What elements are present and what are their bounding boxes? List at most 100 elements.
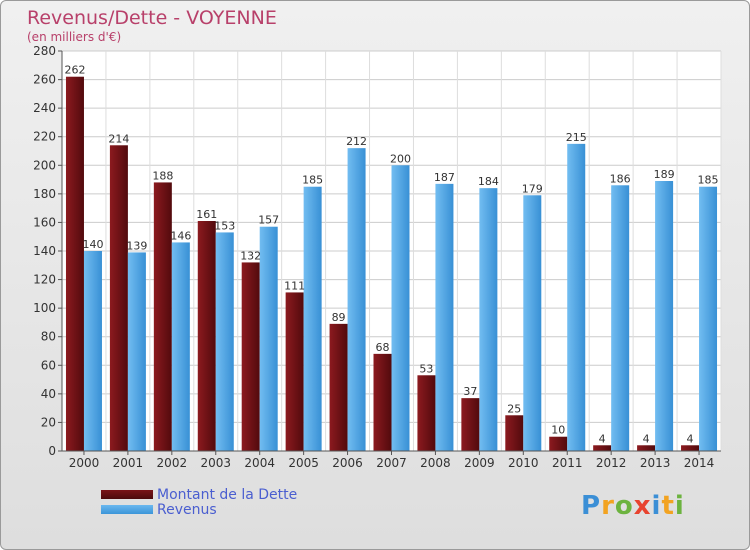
data-label-debt: 132	[240, 249, 261, 262]
bar-debt	[153, 182, 172, 451]
bar-revenue	[303, 186, 322, 451]
x-tick-label: 2010	[508, 456, 539, 470]
proxiti-logo: Proxiti	[581, 491, 685, 521]
bar-revenue	[655, 181, 674, 451]
x-tick-label: 2004	[244, 456, 275, 470]
legend-swatch-revenue	[101, 505, 153, 514]
data-label-debt: 4	[599, 432, 606, 445]
x-tick-label: 2005	[288, 456, 319, 470]
x-tick-label: 2006	[332, 456, 363, 470]
legend-swatch-debt	[101, 490, 153, 499]
bar-revenue	[127, 252, 146, 451]
bar-revenue	[523, 195, 542, 451]
x-tick-label: 2003	[200, 456, 231, 470]
data-label-debt: 10	[551, 424, 565, 437]
bar-revenue	[479, 188, 498, 451]
bar-debt	[329, 323, 348, 451]
data-label-revenue: 189	[654, 168, 675, 181]
x-tick-label: 2002	[157, 456, 188, 470]
data-label-debt: 4	[643, 432, 650, 445]
bars	[65, 76, 718, 452]
data-label-revenue: 153	[214, 219, 235, 232]
data-label-debt: 53	[419, 362, 433, 375]
data-label-revenue: 215	[566, 131, 587, 144]
bar-debt	[593, 445, 612, 451]
data-label-debt: 25	[507, 402, 521, 415]
data-label-revenue: 179	[522, 182, 543, 195]
y-tick-label: 260	[33, 73, 56, 87]
data-label-revenue: 139	[126, 239, 147, 252]
bar-debt	[373, 353, 392, 451]
data-label-debt: 37	[463, 385, 477, 398]
bar-revenue	[171, 242, 190, 451]
bar-revenue	[347, 148, 366, 451]
data-label-debt: 214	[108, 132, 129, 145]
bar-debt	[241, 262, 260, 451]
data-label-debt: 188	[152, 169, 173, 182]
data-label-debt: 161	[196, 208, 217, 221]
y-tick-label: 200	[33, 158, 56, 172]
y-tick-label: 100	[33, 301, 56, 315]
bar-debt	[65, 76, 84, 451]
x-tick-label: 2011	[552, 456, 583, 470]
y-tick-label: 280	[33, 44, 56, 58]
y-tick-label: 240	[33, 101, 56, 115]
data-label-debt: 89	[332, 311, 346, 324]
bar-debt	[637, 445, 656, 451]
y-tick-label: 20	[41, 415, 56, 429]
x-tick-label: 2012	[596, 456, 627, 470]
data-label-revenue: 157	[258, 214, 279, 227]
legend-item-revenue: Revenus	[101, 501, 297, 518]
bar-revenue	[259, 226, 278, 451]
y-tick-label: 80	[41, 330, 56, 344]
data-label-revenue: 187	[434, 171, 455, 184]
bar-revenue	[435, 183, 454, 451]
x-tick-label: 2009	[464, 456, 495, 470]
legend-item-debt: Montant de la Dette	[101, 486, 298, 503]
bar-revenue	[215, 232, 234, 451]
data-label-revenue: 212	[346, 135, 367, 148]
data-label-debt: 68	[376, 341, 390, 354]
bar-revenue	[611, 185, 630, 452]
bar-revenue	[391, 165, 410, 452]
bar-debt	[109, 145, 128, 452]
bar-debt	[549, 436, 568, 451]
data-label-revenue: 184	[478, 175, 499, 188]
bar-chart: 0 20 40 60 80 100 120 140 160 180 200 220 240 260 280 2…	[33, 44, 722, 470]
legend: Montant de la Dette Revenus	[101, 486, 298, 518]
bar-debt	[197, 221, 216, 451]
data-label-debt: 262	[64, 64, 85, 77]
chart-title: Revenus/Dette - VOYENNE	[27, 7, 277, 29]
y-tick-label: 220	[33, 130, 56, 144]
bar-revenue	[83, 251, 102, 451]
y-tick-label: 140	[33, 244, 56, 258]
bar-debt	[681, 445, 700, 451]
data-label-revenue: 200	[390, 152, 411, 165]
x-tick-label: 2001	[113, 456, 144, 470]
chart-subtitle: (en milliers d'€)	[27, 30, 122, 44]
bar-revenue	[567, 143, 586, 451]
bar-revenue	[699, 186, 718, 451]
y-tick-label: 0	[48, 444, 56, 458]
legend-label-revenue: Revenus	[157, 501, 217, 518]
bar-debt	[285, 292, 304, 451]
x-tick-label: 2013	[640, 456, 671, 470]
bar-debt	[417, 375, 436, 451]
y-tick-label: 180	[33, 187, 56, 201]
bar-debt	[461, 398, 480, 451]
data-label-revenue: 185	[698, 174, 719, 187]
y-tick-label: 120	[33, 273, 56, 287]
data-label-revenue: 185	[302, 174, 323, 187]
axes: 0 20 40 60 80 100 120 140 160 180 200 220 240 260 280 2…	[33, 44, 721, 470]
data-label-debt: 4	[687, 432, 694, 445]
data-label-revenue: 146	[170, 229, 191, 242]
bar-debt	[505, 415, 524, 451]
data-label-revenue: 140	[82, 238, 103, 251]
data-label-debt: 111	[284, 279, 305, 292]
x-tick-label: 2007	[376, 456, 407, 470]
x-tick-label: 2008	[420, 456, 451, 470]
legend-label-debt: Montant de la Dette	[157, 486, 298, 503]
y-tick-label: 160	[33, 215, 56, 229]
